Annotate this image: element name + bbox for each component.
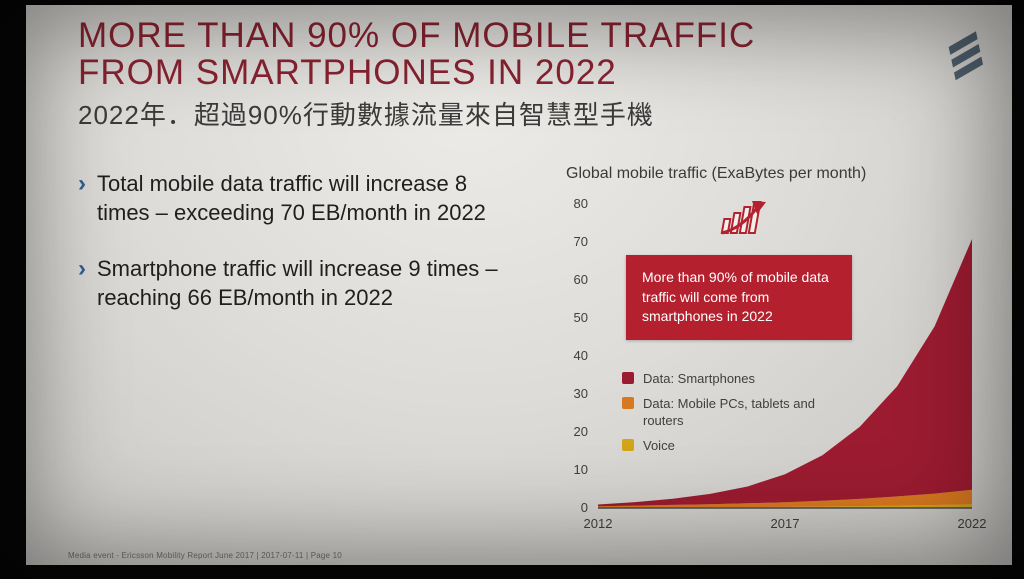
mobile-traffic-chart: 0 10 20 30 40 50 60 70 80 2012 2017 2022 [574, 196, 986, 531]
svg-text:40: 40 [574, 348, 588, 363]
legend-swatch [622, 438, 634, 451]
ericsson-logo [947, 30, 994, 92]
svg-text:80: 80 [574, 196, 588, 211]
legend-swatch [622, 397, 634, 410]
svg-text:10: 10 [574, 462, 588, 477]
svg-text:2017: 2017 [771, 516, 800, 531]
svg-text:2012: 2012 [584, 516, 613, 531]
chart-legend: Data: Smartphones Data: Mobile PCs, tabl… [622, 371, 817, 463]
list-item: › Smartphone traffic will increase 9 tim… [78, 254, 524, 313]
slide-footer: Media event - Ericsson Mobility Report J… [68, 551, 342, 560]
legend-item: Voice [622, 438, 817, 454]
slide-subtitle-cjk: 2022年．超過90%行動數據流量來自智慧型手機 [78, 100, 654, 130]
slide-title-line2: FROM SMARTPHONES IN 2022 [78, 53, 617, 93]
legend-label: Data: Mobile PCs, tablets and routers [643, 396, 815, 428]
bullet-arrow-icon: › [78, 170, 86, 197]
svg-text:30: 30 [574, 386, 588, 401]
bullet-text: Smartphone traffic will increase 9 times… [97, 255, 498, 310]
svg-text:0: 0 [581, 500, 588, 515]
slide: MORE THAN 90% OF MOBILE TRAFFIC FROM SMA… [26, 5, 1012, 565]
legend-item: Data: Smartphones [622, 371, 817, 387]
svg-text:60: 60 [574, 272, 588, 287]
legend-swatch [622, 372, 634, 384]
slide-title: MORE THAN 90% OF MOBILE TRAFFIC FROM SMA… [78, 17, 755, 92]
list-item: › Total mobile data traffic will increas… [78, 169, 524, 228]
legend-label: Data: Smartphones [643, 371, 756, 386]
bullet-arrow-icon: › [78, 254, 86, 282]
svg-text:50: 50 [574, 310, 588, 325]
legend-label: Voice [643, 437, 675, 453]
svg-text:70: 70 [574, 234, 588, 249]
svg-text:20: 20 [574, 424, 588, 439]
bullet-list: › Total mobile data traffic will increas… [78, 169, 524, 338]
slide-title-line1: MORE THAN 90% OF MOBILE TRAFFIC [78, 16, 756, 55]
svg-text:2022: 2022 [958, 516, 986, 531]
chart-title: Global mobile traffic (ExaBytes per mont… [566, 165, 867, 182]
bullet-text: Total mobile data traffic will increase … [97, 171, 486, 226]
chart-callout: More than 90% of mobile data traffic wil… [626, 255, 852, 340]
legend-item: Data: Mobile PCs, tablets and routers [622, 396, 817, 429]
growth-chart-icon [704, 198, 774, 243]
